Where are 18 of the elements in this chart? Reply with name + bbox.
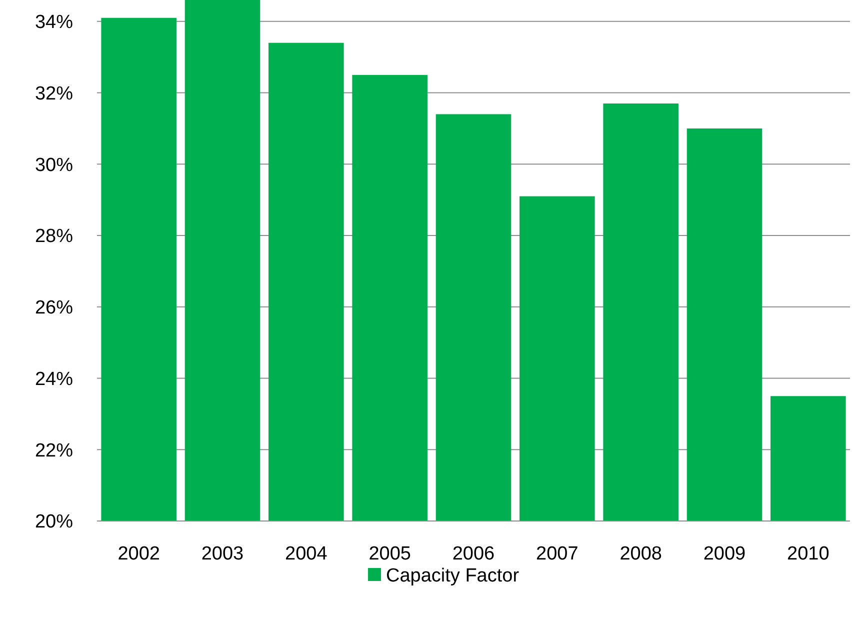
x-tick-label: 2002: [118, 544, 160, 565]
x-tick-label: 2003: [201, 544, 244, 565]
y-tick-label: 30%: [34, 154, 74, 176]
y-tick-label: 24%: [34, 368, 74, 390]
y-tick-label: 32%: [34, 83, 74, 104]
x-tick-label: 2006: [452, 544, 495, 565]
x-tick-label: 2010: [787, 544, 830, 565]
y-tick-label: 20%: [34, 512, 74, 533]
x-tick-label: 2007: [536, 544, 578, 565]
y-tick-label: 22%: [34, 440, 74, 462]
y-tick-label: 26%: [34, 298, 74, 319]
x-tick-label: 2008: [620, 544, 662, 565]
x-tick-label: 2005: [368, 544, 411, 565]
y-tick-label: 34%: [34, 12, 74, 34]
x-tick-label: 2009: [703, 544, 746, 565]
legend-label: Capacity Factor: [386, 566, 520, 587]
y-tick-label: 28%: [34, 226, 74, 248]
x-tick-label: 2004: [285, 544, 328, 565]
